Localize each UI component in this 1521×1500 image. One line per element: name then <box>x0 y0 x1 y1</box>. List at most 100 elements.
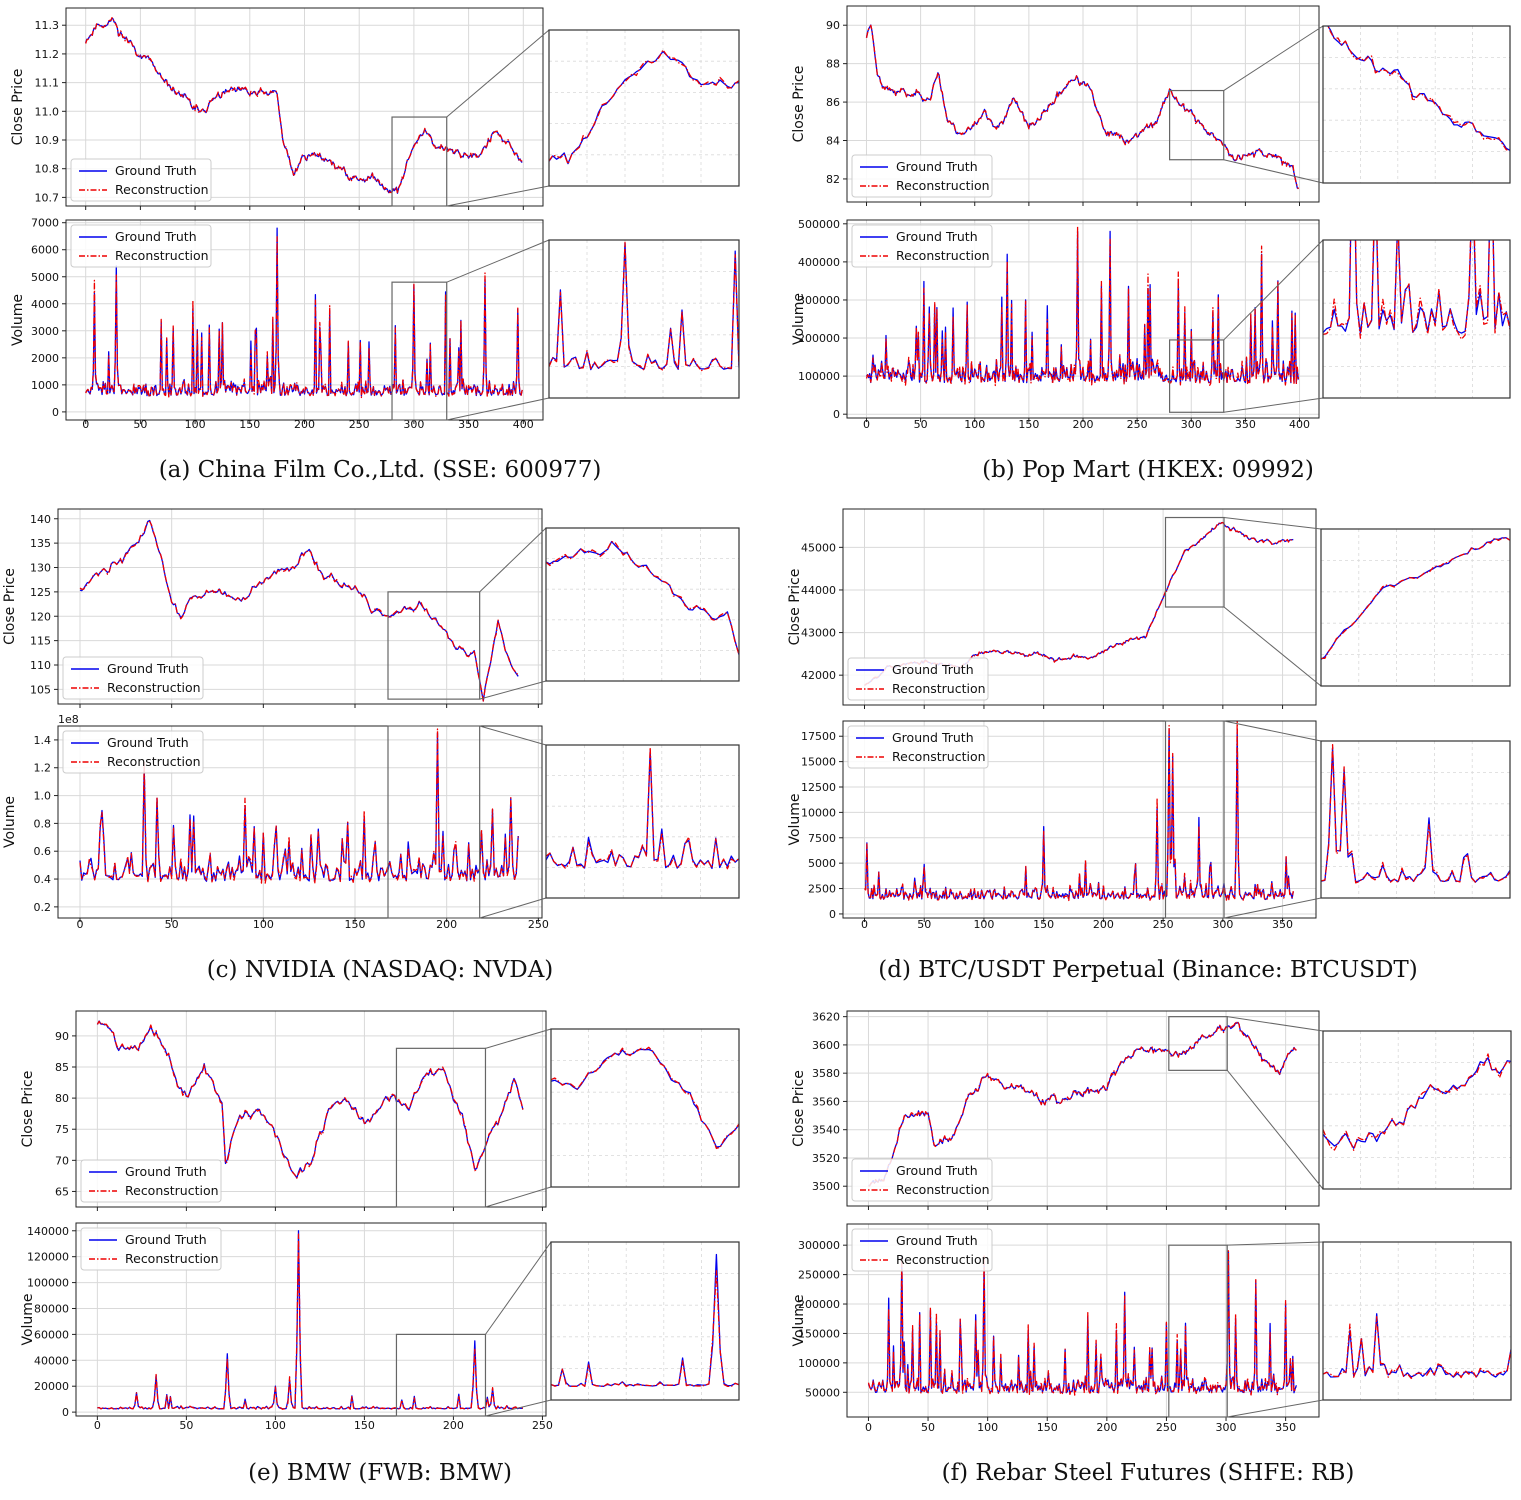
panel-d-bottom-zoom-connector-bottom <box>1223 897 1322 919</box>
panel-f-bottom-ytick-label: 300000 <box>798 1239 840 1252</box>
panel-e-top-ytick-label: 75 <box>55 1123 69 1136</box>
panel-e-bottom-reconstruction-line <box>97 1233 524 1410</box>
panel-e-top-axes-frame <box>75 1010 547 1208</box>
panel-e-top-zoom-region-box <box>395 1047 487 1208</box>
panel-e: 65 70 75 80 85 90 Close Price Ground Truth Recon… <box>0 1003 760 1453</box>
panel-a-top-legend-reconstruction-label: Reconstruction <box>115 182 209 197</box>
panel-f-bottom-zoom-inset-frame <box>1322 1241 1512 1401</box>
panel-c-top-series-group <box>79 519 519 702</box>
panel-e-top-series-group <box>96 1020 524 1179</box>
panel-d-bottom-xtick-label: 200 <box>1093 918 1114 931</box>
panel-b-bottom-xtick-label: 150 <box>1018 418 1039 431</box>
panel-e-bottom-zoom-reconstruction-line <box>551 1270 739 1388</box>
panel-b-top-ytick-label: 82 <box>826 173 840 186</box>
panel-d-top-zoom-inset-background <box>1321 529 1510 686</box>
panel-e-top-ytick-label: 65 <box>55 1185 69 1198</box>
panel-d-bottom-ytick-label: 12500 <box>801 781 836 794</box>
chart-panel-c: 105 110 115 120 125 130 135 140 Close Price Groun… <box>2 508 740 931</box>
panel-a-top-zoom-inset-background <box>549 30 739 186</box>
panel-f-bottom-series-group <box>867 1250 1298 1396</box>
panel-f-top-ytick-label: 3520 <box>812 1152 840 1165</box>
panel-f-top-zoom-inset-background <box>1323 1031 1511 1189</box>
panel-d-top-legend-reconstruction-label: Reconstruction <box>892 681 986 696</box>
panel-c: 105 110 115 120 125 130 135 140 Close Price Groun… <box>0 500 760 950</box>
panel-d-top-legend: Ground Truth Reconstruction <box>847 657 989 701</box>
panel-e-bottom-ytick-label: 120000 <box>27 1251 69 1264</box>
panel-c-bottom-axes-frame <box>57 725 543 919</box>
panel-a-bottom-xtick-label: 400 <box>513 418 534 431</box>
panel-c-bottom-xtick-label: 250 <box>528 918 549 931</box>
panel-f-top-ytick-label: 3540 <box>812 1124 840 1137</box>
panel-f-bottom-xtick-label: 300 <box>1216 1421 1237 1434</box>
panel-f-top-legend-reconstruction-label: Reconstruction <box>896 1182 990 1197</box>
panel-c-top-ytick-label: 105 <box>30 683 51 696</box>
panel-c-top-zoom-inset-frame <box>545 527 740 682</box>
panel-b-top-ytick-label: 90 <box>826 19 840 32</box>
panel-b-top-zoom-connector-bottom <box>1223 159 1324 184</box>
panel-d-bottom-zoom-inset-frame <box>1320 740 1511 899</box>
panel-c-top-ytick-label: 125 <box>30 586 51 599</box>
panel-d-bottom-xtick-label: 100 <box>973 918 994 931</box>
panel-f-top-zoom-connector-top <box>1227 1016 1324 1032</box>
panel-e-top-legend-reconstruction-label: Reconstruction <box>125 1183 219 1198</box>
panel-a-bottom-zoom-connector-top <box>446 239 550 283</box>
panel-f-top-legend-ground-truth-label: Ground Truth <box>896 1163 978 1178</box>
panel-f-bottom-xtick-label: 0 <box>865 1421 872 1434</box>
panel-a-top-zoom-connector-top <box>446 29 550 118</box>
panel-c-bottom-ytick-label: 0.6 <box>34 845 52 858</box>
panel-d-bottom-ylabel: Volume <box>787 793 803 845</box>
panel-a-top-ytick-label: 11.0 <box>35 105 60 118</box>
panel-f-bottom-ground-truth-line <box>867 1250 1298 1394</box>
panel-c-top-zoom-inset-background <box>546 528 739 681</box>
chart-panel-b: 82 84 86 88 90 Close Price Ground Truth Reconst… <box>791 5 1511 431</box>
panel-f-bottom-zoom-connector-top <box>1227 1241 1324 1246</box>
panel-f-top-ytick-label: 3580 <box>812 1067 840 1080</box>
panel-a-bottom-ytick-label: 6000 <box>31 244 59 257</box>
panel-e-bottom-ytick-label: 100000 <box>27 1277 69 1290</box>
panel-d-bottom-ytick-label: 0 <box>829 908 836 921</box>
panel-d-bottom-legend-reconstruction-label: Reconstruction <box>892 749 986 764</box>
panel-c-top-ytick-label: 135 <box>30 537 51 550</box>
panel-f-bottom-zoom-reconstruction-line <box>1323 1316 1511 1380</box>
panel-f-bottom-legend-ground-truth-label: Ground Truth <box>896 1233 978 1248</box>
panel-e-bottom-zoom-inset-background <box>551 1242 739 1400</box>
panel-a-bottom-zoom-reconstruction-line <box>549 241 739 372</box>
panel-d-bottom-axes-frame <box>842 720 1317 919</box>
panel-b-bottom-xtick-label: 400 <box>1289 418 1310 431</box>
panel-d-top-zoom-series-group <box>1321 537 1510 660</box>
panel-b-top-series-group <box>865 24 1299 190</box>
panel-a-bottom-legend-ground-truth-label: Ground Truth <box>115 229 197 244</box>
panel-a-top-zoom-inset-frame <box>548 29 740 187</box>
panel-d-top-zoom-inset-frame <box>1320 528 1511 687</box>
panel-c-bottom-xtick-label: 0 <box>77 918 84 931</box>
panel-c-bottom-zoom-reconstruction-line <box>546 746 739 870</box>
panel-c-bottom-legend-ground-truth-label: Ground Truth <box>107 735 189 750</box>
panel-f-bottom-zoom-series-group <box>1323 1313 1511 1380</box>
panel-f-top-zoom-connector-bottom <box>1226 1070 1324 1190</box>
panel-f-top-zoom-series-group <box>1323 1053 1511 1151</box>
panel-b-bottom-zoom-inset-frame <box>1322 239 1511 399</box>
panel-a-top-reconstruction-line <box>85 17 523 195</box>
panel-b-bottom-ylabel: Volume <box>791 293 807 345</box>
panel-a-bottom-xtick-label: 50 <box>133 418 147 431</box>
panel-a-bottom-ytick-label: 0 <box>52 406 59 419</box>
panel-e-bottom-xtick-label: 250 <box>532 1419 553 1432</box>
panel-c-top-axes-frame <box>57 508 543 705</box>
panel-b-top-zoom-inset-frame <box>1322 25 1511 184</box>
caption-panel-e: (e) BMW (FWB: BMW) <box>248 1460 512 1486</box>
panel-f-top-ytick-label: 3560 <box>812 1095 840 1108</box>
panel-a-bottom-xtick-label: 0 <box>82 418 89 431</box>
panel-b-bottom-zoom-connector-top <box>1223 239 1324 341</box>
panel-f-bottom-legend: Ground Truth Reconstruction <box>851 1228 993 1272</box>
panel-a-top-zoom-region-box <box>391 116 448 207</box>
panel-f-bottom-xtick-label: 200 <box>1096 1421 1117 1434</box>
panel-c-bottom-xtick-label: 150 <box>345 918 366 931</box>
panel-b-bottom-zoom-inset-background <box>1323 240 1510 398</box>
panel-e-top-zoom-inset-frame <box>550 1028 740 1188</box>
panel-e-top-zoom-series-group <box>551 1046 739 1150</box>
caption-panel-d: (d) BTC/USDT Perpetual (Binance: BTCUSDT… <box>878 957 1418 983</box>
panel-b-bottom-ytick-label: 200000 <box>798 332 840 345</box>
panel-a-top-zoom-reconstruction-line <box>549 49 739 165</box>
panel-f-top-axes-frame <box>846 1010 1320 1207</box>
panel-b-bottom-ytick-label: 0 <box>833 408 840 421</box>
